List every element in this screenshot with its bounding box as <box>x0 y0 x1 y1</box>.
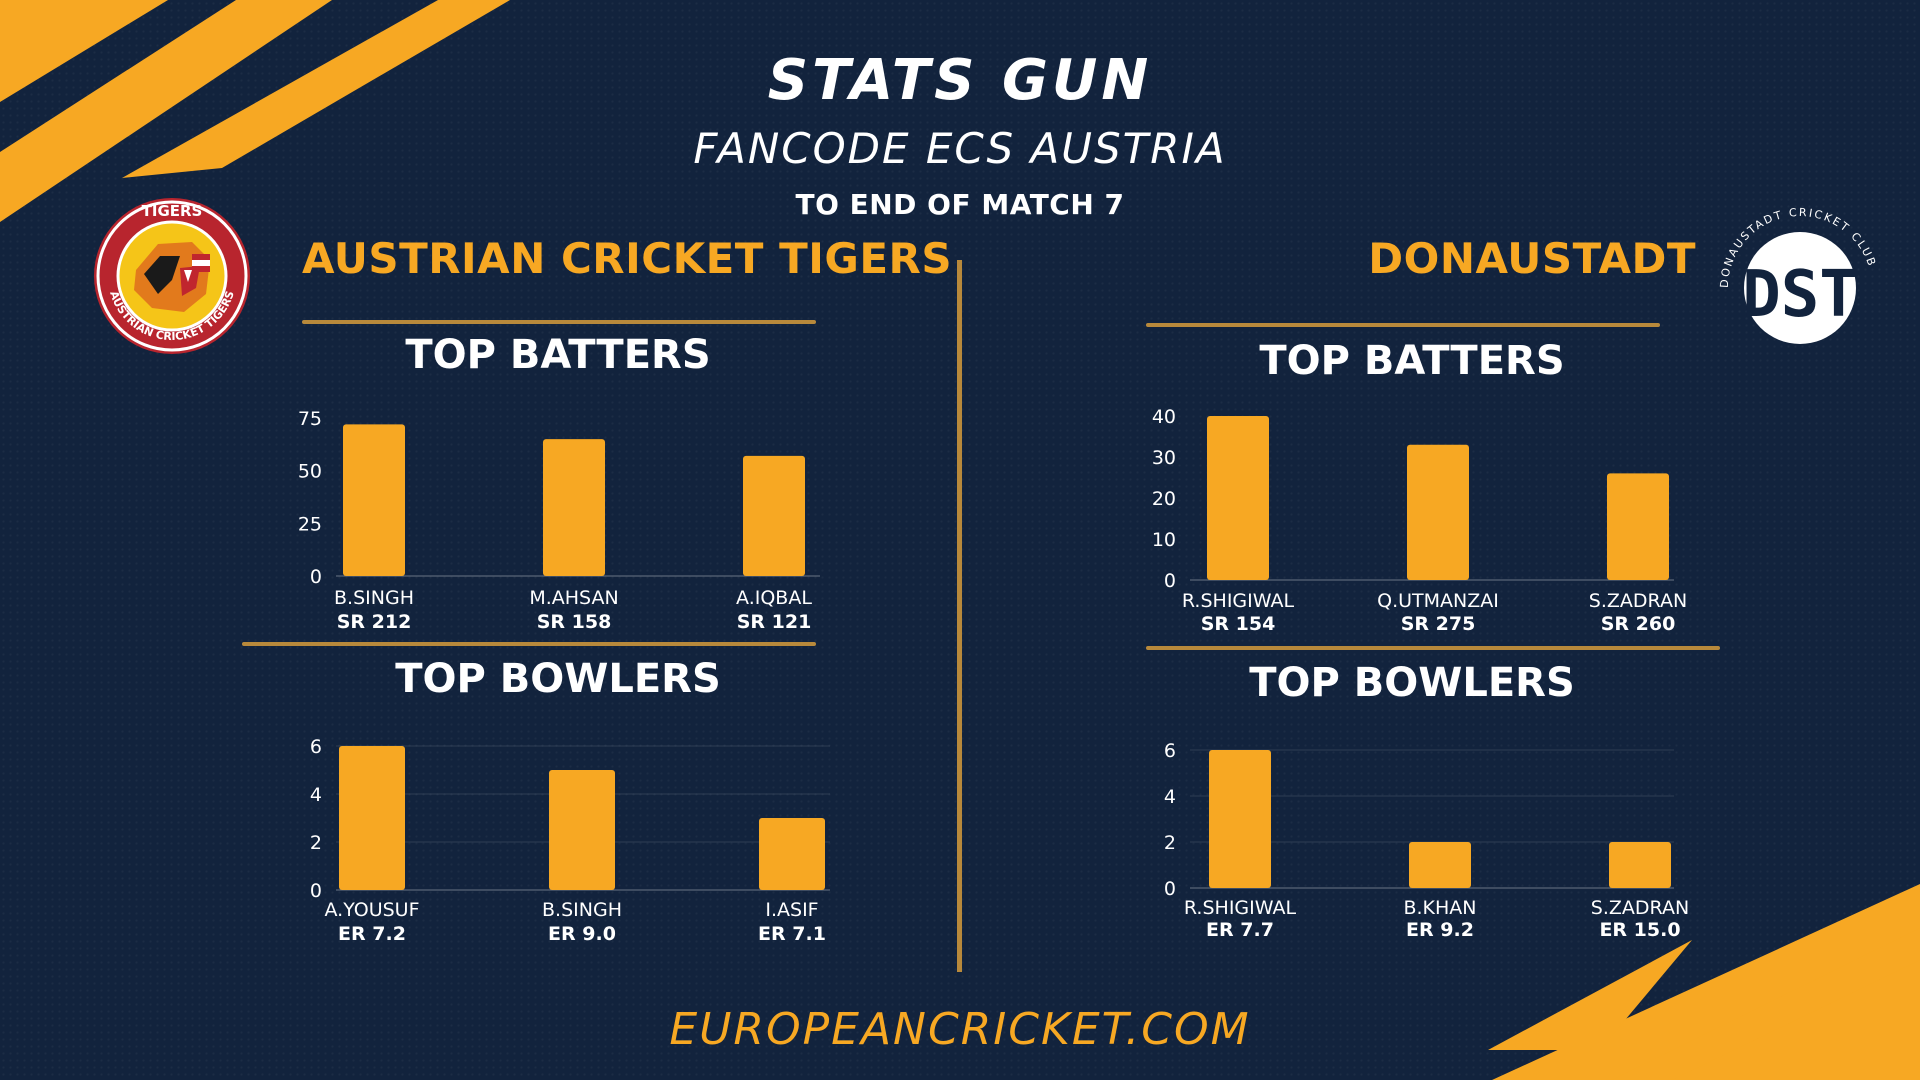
category-label: I.ASIF <box>765 899 818 921</box>
stat-label: SR 154 <box>1201 613 1276 635</box>
category-label: B.SINGH <box>334 587 414 609</box>
logo-top-text: TIGERS <box>142 202 203 220</box>
category-label: B.SINGH <box>542 899 622 921</box>
team-name-donaustadt: DONAUSTADT <box>1368 234 1696 283</box>
separator-line <box>302 320 816 324</box>
bar <box>549 770 615 890</box>
stat-label: SR 121 <box>737 611 812 633</box>
y-tick-label: 10 <box>1152 529 1176 551</box>
stat-label: ER 7.2 <box>338 923 406 945</box>
separator-line <box>1146 323 1660 327</box>
y-tick-label: 0 <box>1164 570 1176 592</box>
match-note: TO END OF MATCH 7 <box>795 188 1125 221</box>
bar <box>1209 750 1271 888</box>
category-label: S.ZADRAN <box>1589 590 1687 612</box>
y-tick-label: 4 <box>1164 786 1176 808</box>
category-label: R.SHIGIWAL <box>1182 590 1295 612</box>
y-tick-label: 4 <box>310 784 322 806</box>
bar <box>543 439 605 576</box>
bar <box>343 424 405 576</box>
team-name-tigers: AUSTRIAN CRICKET TIGERS <box>302 234 953 283</box>
stat-label: ER 7.1 <box>758 923 826 945</box>
y-tick-label: 20 <box>1152 488 1176 510</box>
competition-subtitle: FANCODE ECS AUSTRIA <box>693 124 1227 173</box>
y-tick-label: 50 <box>298 461 322 483</box>
y-tick-label: 75 <box>298 408 322 430</box>
donaustadt-logo: DST DONAUSTADT CRICKET CLUB <box>1718 206 1877 344</box>
y-tick-label: 2 <box>310 832 322 854</box>
section-title-tigers-bowlers: TOP BOWLERS <box>395 656 721 702</box>
category-label: M.AHSAN <box>529 587 618 609</box>
separator-line <box>1146 646 1720 650</box>
y-tick-label: 2 <box>1164 832 1176 854</box>
category-label: A.IQBAL <box>736 587 812 609</box>
category-label: Q.UTMANZAI <box>1377 590 1499 612</box>
category-label: R.SHIGIWAL <box>1184 897 1297 919</box>
y-tick-label: 0 <box>1164 878 1176 900</box>
y-tick-label: 30 <box>1152 447 1176 469</box>
center-divider <box>957 260 962 972</box>
stat-label: SR 158 <box>537 611 612 633</box>
category-label: B.KHAN <box>1403 897 1476 919</box>
category-label: S.ZADRAN <box>1591 897 1689 919</box>
stat-label: ER 9.0 <box>548 923 616 945</box>
tigers-logo: TIGERS AUSTRIAN CRICKET TIGERS <box>94 198 250 354</box>
footer-website: EUROPEANCRICKET.COM <box>669 1004 1251 1055</box>
y-tick-label: 6 <box>310 736 322 758</box>
stat-label: SR 212 <box>337 611 412 633</box>
stat-label: ER 15.0 <box>1599 919 1680 941</box>
stat-label: SR 275 <box>1401 613 1476 635</box>
category-label: A.YOUSUF <box>324 899 419 921</box>
section-title-donaustadt-batters: TOP BATTERS <box>1259 338 1565 384</box>
main-title: STATS GUN <box>767 48 1153 113</box>
logo-monogram: DST <box>1742 258 1858 332</box>
separator-line <box>242 642 816 646</box>
bar <box>743 455 805 576</box>
stat-label: SR 260 <box>1601 613 1676 635</box>
y-tick-label: 0 <box>310 880 322 902</box>
bar <box>759 818 825 890</box>
bar <box>1609 842 1671 888</box>
y-tick-label: 0 <box>310 566 322 588</box>
bar <box>1607 473 1669 580</box>
stat-label: ER 9.2 <box>1406 919 1474 941</box>
section-title-tigers-batters: TOP BATTERS <box>405 332 711 378</box>
y-tick-label: 40 <box>1152 406 1176 428</box>
y-tick-label: 25 <box>298 513 322 535</box>
section-title-donaustadt-bowlers: TOP BOWLERS <box>1249 660 1575 706</box>
bar <box>1409 842 1471 888</box>
bar <box>1207 416 1269 580</box>
bar <box>1407 444 1469 580</box>
bar <box>339 746 405 890</box>
stat-label: ER 7.7 <box>1206 919 1274 941</box>
y-tick-label: 6 <box>1164 740 1176 762</box>
